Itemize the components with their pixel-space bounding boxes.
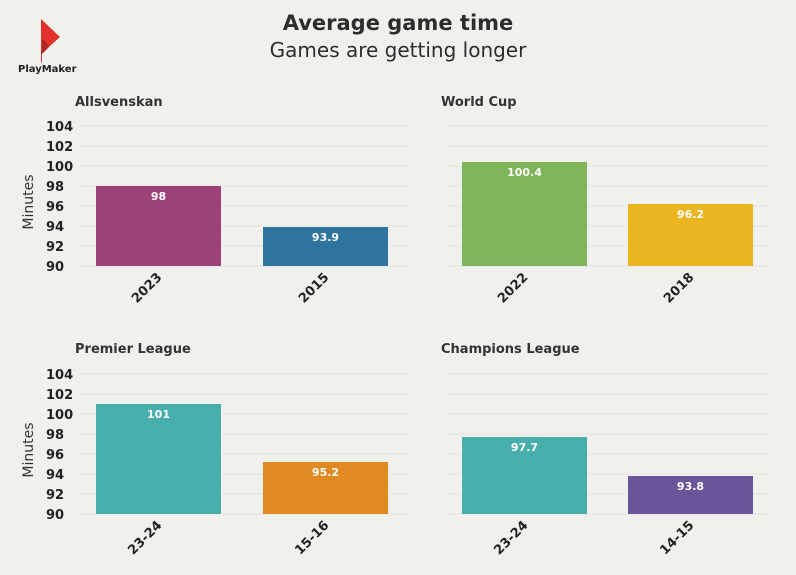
bar-value-label: 100.4 <box>507 166 542 179</box>
y-tick-label: 98 <box>46 428 64 443</box>
x-tick-label: 2022 <box>495 270 531 306</box>
y-tick-label: 96 <box>46 448 64 463</box>
bar-value-label: 96.2 <box>677 208 704 221</box>
x-tick-label: 2015 <box>296 270 332 306</box>
y-tick-label: 92 <box>46 488 64 503</box>
panel-title: Premier League <box>75 342 191 357</box>
y-tick-label: 104 <box>46 368 73 383</box>
y-tick-label: 100 <box>46 160 73 175</box>
page-subtitle: Games are getting longer <box>269 38 527 62</box>
bar-value-label: 93.8 <box>677 480 704 493</box>
y-axis-label: Minutes <box>21 422 37 477</box>
y-tick-label: 94 <box>46 468 64 483</box>
y-tick-label: 90 <box>46 260 64 275</box>
playmaker-logo <box>41 19 60 63</box>
panel-title: Allsvenskan <box>75 95 163 110</box>
bar-value-label: 98 <box>151 190 166 203</box>
x-tick-label: 15-16 <box>292 518 332 558</box>
bar <box>462 437 587 514</box>
x-tick-label: 23-24 <box>125 518 165 558</box>
panel-title: Champions League <box>441 342 580 357</box>
bar <box>628 476 753 514</box>
bar-value-label: 95.2 <box>312 466 339 479</box>
panel-title: World Cup <box>441 95 517 110</box>
bar-value-label: 93.9 <box>312 231 339 244</box>
bar <box>96 186 221 266</box>
y-axis-label: Minutes <box>21 174 37 229</box>
bar <box>263 227 388 266</box>
bar <box>628 204 753 266</box>
bar <box>96 404 221 514</box>
x-tick-label: 2018 <box>661 270 697 306</box>
y-tick-label: 100 <box>46 408 73 423</box>
bar <box>263 462 388 514</box>
page-title: Average game time <box>282 11 514 35</box>
y-tick-label: 92 <box>46 240 64 255</box>
y-tick-label: 90 <box>46 508 64 523</box>
x-tick-label: 14-15 <box>657 518 697 558</box>
bar-value-label: 97.7 <box>511 441 538 454</box>
y-tick-label: 102 <box>46 388 73 403</box>
logo-mark-shadow <box>42 38 50 54</box>
y-tick-label: 94 <box>46 220 64 235</box>
bar <box>462 162 587 266</box>
y-tick-label: 96 <box>46 200 64 215</box>
y-tick-label: 104 <box>46 120 73 135</box>
x-tick-label: 23-24 <box>491 518 531 558</box>
x-tick-label: 2023 <box>129 270 165 306</box>
logo-mark <box>41 19 60 63</box>
y-tick-label: 102 <box>46 140 73 155</box>
y-tick-label: 98 <box>46 180 64 195</box>
bar-value-label: 101 <box>147 408 170 421</box>
logo-text: PlayMaker <box>18 64 77 75</box>
